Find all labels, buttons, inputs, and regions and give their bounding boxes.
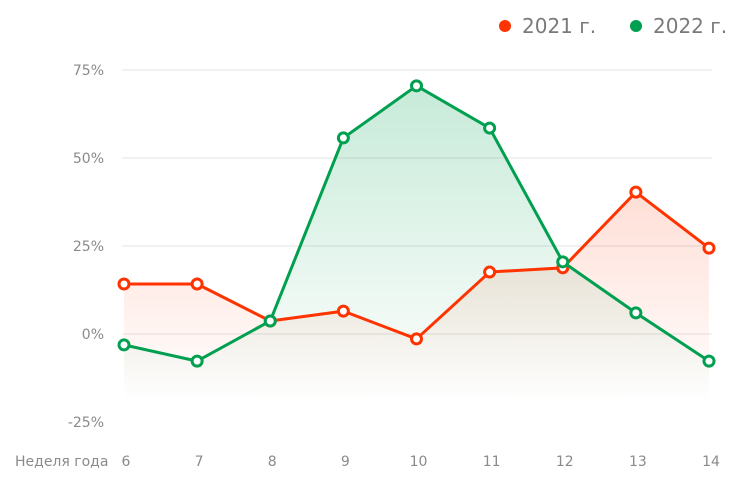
y-tick-label: 75% (73, 63, 104, 79)
x-tick-label: 12 (556, 454, 574, 470)
y-tick-label: 0% (82, 327, 104, 343)
data-point[interactable] (336, 131, 350, 145)
x-tick-label: 14 (702, 454, 720, 470)
y-tick-label: 25% (73, 239, 104, 255)
data-point[interactable] (556, 255, 570, 269)
x-axis-label: Неделя года (15, 454, 108, 470)
data-point[interactable] (263, 314, 277, 328)
data-point[interactable] (483, 265, 497, 279)
y-tick-label: -25% (68, 415, 104, 431)
data-point[interactable] (410, 332, 423, 346)
x-tick-label: 11 (483, 454, 501, 470)
data-point[interactable] (336, 304, 350, 318)
x-tick-label: 9 (341, 454, 350, 470)
data-point[interactable] (483, 121, 497, 135)
legend-label[interactable]: 2021 г. (522, 14, 596, 38)
data-point[interactable] (117, 338, 131, 352)
data-point[interactable] (190, 277, 204, 291)
x-tick-label: 8 (268, 454, 277, 470)
data-point[interactable] (190, 354, 204, 368)
x-tick-label: 13 (629, 454, 647, 470)
data-point[interactable] (629, 185, 643, 199)
legend-marker (630, 20, 642, 32)
legend-marker (499, 20, 511, 32)
x-tick-label: 10 (410, 454, 428, 470)
data-point[interactable] (702, 354, 716, 368)
legend-label[interactable]: 2022 г. (653, 14, 727, 38)
x-tick-label: 6 (122, 454, 131, 470)
data-point[interactable] (117, 277, 131, 291)
data-point[interactable] (702, 241, 716, 255)
x-tick-label: 7 (195, 454, 204, 470)
data-point[interactable] (629, 306, 643, 320)
y-tick-label: 50% (73, 151, 104, 167)
data-point[interactable] (410, 79, 423, 93)
